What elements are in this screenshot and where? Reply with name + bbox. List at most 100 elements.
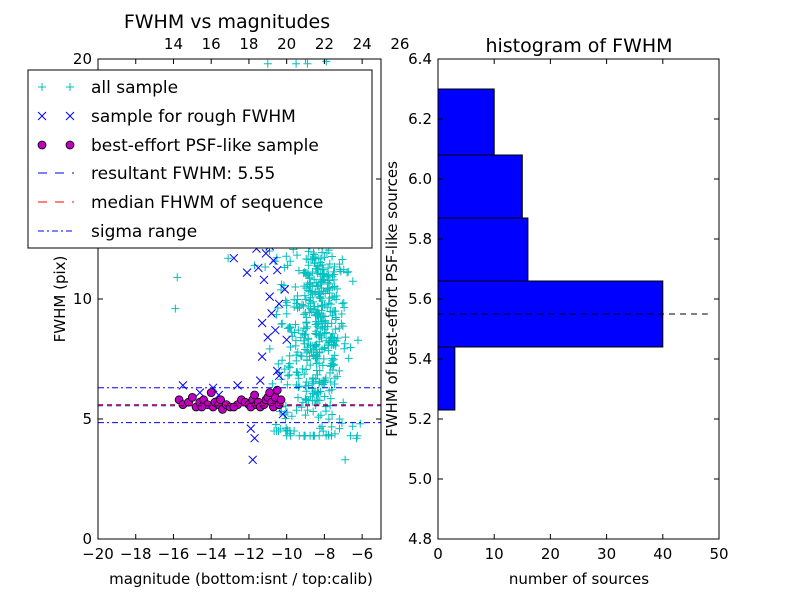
legend-label: all sample (91, 78, 178, 98)
all-sample-point (319, 312, 328, 321)
all-sample-point (294, 266, 303, 275)
all-sample-point (330, 336, 339, 345)
all-sample-point (329, 267, 338, 276)
all-sample-point (321, 374, 330, 383)
all-sample-point (300, 291, 309, 300)
psf-sample-point (206, 388, 216, 398)
rough-sample-point (254, 263, 263, 273)
all-sample-point (328, 410, 337, 419)
rough-sample-point (269, 256, 278, 265)
rough-sample-point (250, 433, 259, 443)
x-tick-label: 30 (597, 545, 616, 563)
x-tick-label: −6 (351, 545, 373, 563)
all-sample-point (287, 412, 296, 421)
all-sample-point (352, 434, 361, 443)
all-sample-point (313, 311, 322, 320)
all-sample-point (299, 301, 308, 310)
all-sample-point (261, 262, 270, 271)
psf-sample-point (250, 390, 259, 400)
top-tick-label: 20 (277, 35, 296, 53)
rough-sample-point (229, 253, 239, 263)
all-sample-point (280, 263, 289, 272)
all-sample-point (283, 380, 292, 389)
histogram-bar (438, 217, 529, 282)
x-tick-label: 10 (485, 545, 504, 563)
all-sample-point (315, 366, 324, 375)
scatter-x-tick-labels: −20 −18 −16 −14 −12 −10 −8 −6 (82, 545, 373, 563)
all-sample-point (313, 282, 322, 291)
scatter-x-axis-label: magnitude (bottom:isnt / top:calib) (109, 570, 373, 588)
all-sample-point (335, 324, 344, 333)
all-sample-point (333, 284, 342, 293)
all-sample-point (317, 301, 326, 310)
all-sample-point (292, 406, 301, 415)
all-sample-point (317, 277, 326, 286)
all-sample-point (325, 260, 334, 269)
all-sample-point (302, 387, 311, 396)
legend-marker (65, 140, 75, 150)
all-sample-point (291, 320, 300, 329)
psf-sample-point (187, 392, 197, 402)
histogram-bar (438, 154, 523, 219)
all-sample-point (306, 287, 315, 296)
psf-sample-point (276, 395, 286, 405)
all-sample-point (322, 59, 331, 66)
all-sample-point (356, 419, 365, 428)
all-sample-point (292, 59, 301, 68)
all-sample-point (304, 302, 313, 311)
rough-sample-point (267, 309, 276, 318)
all-sample-point (271, 420, 280, 429)
all-sample-point (303, 280, 312, 289)
all-sample-point (302, 319, 311, 328)
scatter-top-tick-labels: 14 16 18 20 22 24 26 (164, 35, 409, 53)
all-sample-point (38, 83, 46, 91)
all-sample-point (173, 273, 182, 282)
all-sample-point (337, 319, 346, 328)
y-tick-label: 5.2 (408, 410, 432, 428)
all-sample-point (312, 317, 320, 326)
x-tick-label: −16 (158, 545, 190, 563)
all-sample-point (282, 301, 291, 310)
y-tick-label: 6.0 (408, 170, 432, 188)
all-sample-point (330, 374, 339, 383)
x-tick-label: −10 (271, 545, 303, 563)
all-sample-point (320, 253, 329, 262)
all-sample-point (330, 429, 339, 438)
legend-marker (37, 140, 47, 150)
legend-entry: median FHWM of sequence (38, 193, 323, 213)
all-sample-point (304, 247, 313, 256)
all-sample-point (325, 368, 334, 377)
rough-sample-point (265, 292, 275, 301)
all-sample-point (329, 360, 338, 369)
y-tick-label: 5.8 (408, 230, 432, 248)
all-sample-point (303, 59, 312, 68)
all-sample-point (66, 83, 74, 91)
all-sample-point (328, 252, 337, 261)
histogram-plot-area (438, 88, 708, 411)
all-sample-point (287, 328, 296, 337)
all-sample-point (294, 383, 303, 392)
all-sample-point (283, 324, 292, 333)
all-sample-point (320, 392, 329, 401)
all-sample-point (303, 406, 312, 415)
all-sample-point (293, 291, 302, 300)
all-sample-point (272, 310, 281, 319)
all-sample-point (285, 370, 294, 379)
rough-sample-point (263, 333, 273, 342)
all-sample-point (335, 414, 344, 423)
legend-frame (27, 69, 373, 249)
all-sample-point (300, 339, 309, 348)
all-sample-point (328, 356, 337, 365)
scatter-legend: all sample sample for rough FWHM best-effo… (27, 69, 373, 249)
all-sample-point (348, 277, 357, 286)
legend-label: best-effort PSF-like sample (91, 136, 319, 156)
all-sample-point (346, 431, 355, 440)
all-sample-point (325, 279, 334, 288)
rough-sample-point (246, 424, 256, 433)
all-sample-point (301, 411, 310, 420)
y-tick-label: 10 (73, 290, 92, 308)
all-sample-point (325, 294, 334, 303)
all-sample-point (295, 431, 304, 440)
legend-entries: all sample sample for rough FWHM best-effo… (37, 78, 323, 242)
all-sample-point (322, 431, 331, 440)
